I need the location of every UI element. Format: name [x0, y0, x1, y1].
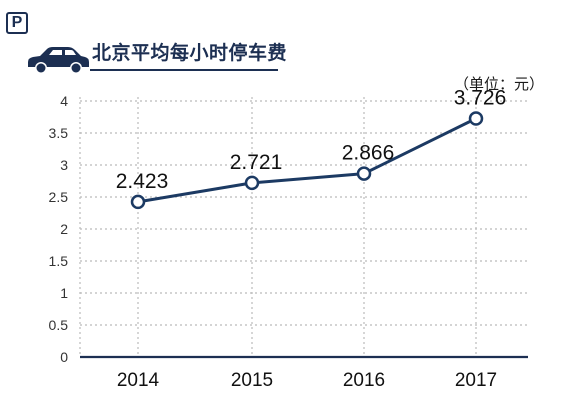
y-tick-label: 2.5 [49, 189, 69, 205]
y-tick-label: 4 [60, 93, 68, 109]
data-point [244, 175, 260, 191]
car-icon [28, 47, 89, 74]
data-point [468, 111, 484, 126]
x-tick-label: 2016 [343, 370, 385, 391]
label-layer: 2.423 2.721 2.866 3.726 [116, 87, 507, 193]
grid-lines [80, 97, 528, 357]
data-point [356, 166, 372, 181]
data-label: 2.423 [116, 170, 169, 193]
data-label: 2.721 [230, 151, 283, 174]
y-tick-label: 1 [60, 285, 68, 301]
data-label: 2.866 [342, 142, 395, 165]
x-tick-label: 2015 [231, 370, 273, 391]
unit-label: （单位：元） [453, 75, 544, 93]
y-tick-label: 3 [60, 157, 68, 173]
y-tick-label: 0 [60, 349, 68, 365]
parking-sign-icon: P [6, 12, 28, 34]
x-tick-label: 2014 [117, 370, 160, 391]
data-label: 3.726 [454, 87, 507, 110]
y-tick-label: 0.5 [49, 317, 69, 333]
data-point [130, 194, 146, 210]
title-underline [90, 69, 278, 71]
x-tick-label: 2017 [455, 370, 497, 391]
series-line [137, 117, 477, 204]
series-layer [130, 111, 484, 210]
y-tick-label: 2 [60, 221, 68, 237]
axes: 0 0.5 1 1.5 2 2.5 3 3.5 4 2014 2015 2016 2017 [49, 93, 528, 391]
chart-title: 北京平均每小时停车费 [92, 42, 288, 64]
y-tick-label: 1.5 [49, 253, 69, 269]
y-tick-label: 3.5 [49, 125, 69, 141]
